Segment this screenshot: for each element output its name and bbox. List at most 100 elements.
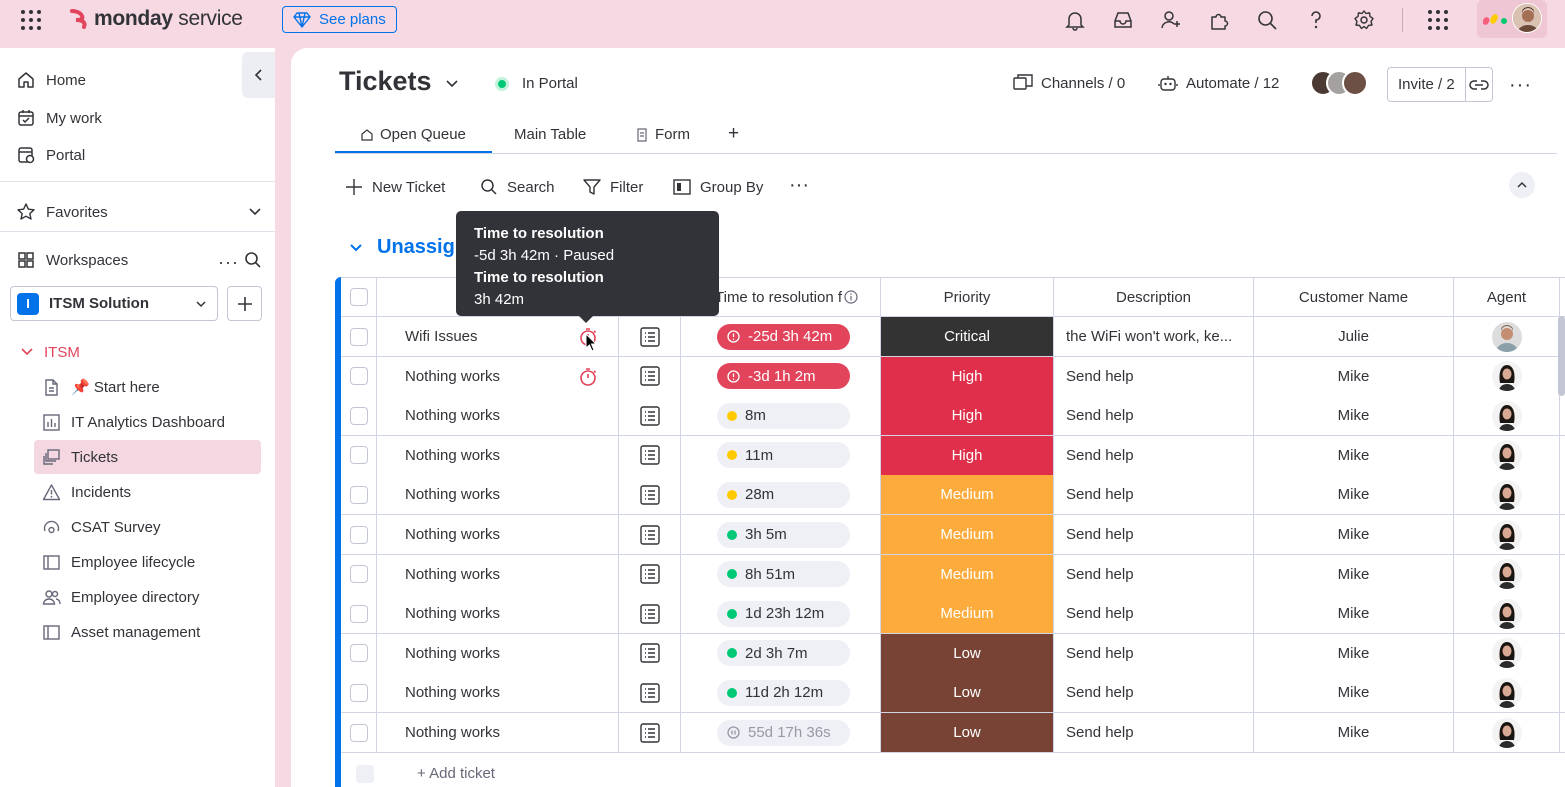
agent-cell[interactable] <box>1454 515 1560 554</box>
collapse-header-button[interactable] <box>1509 172 1535 198</box>
new-ticket-button[interactable]: New Ticket <box>345 178 445 196</box>
add-ticket-row[interactable]: + Add ticket <box>341 755 1565 787</box>
apps-icon[interactable] <box>1208 9 1230 31</box>
ticket-name-cell[interactable]: Nothing works <box>377 713 619 752</box>
time-to-resolution-pill[interactable]: 55d 17h 36s <box>717 719 850 746</box>
priority-cell[interactable]: Medium <box>881 554 1054 594</box>
sidebar-item-it-analytics-dashboard[interactable]: IT Analytics Dashboard <box>34 405 261 439</box>
time-to-resolution-pill[interactable]: 8h 51m <box>717 561 850 588</box>
time-to-resolution-pill[interactable]: 2d 3h 7m <box>717 640 850 667</box>
ticket-name-cell[interactable]: Nothing works <box>377 633 619 673</box>
ticket-name-cell[interactable]: Nothing works <box>377 594 619 634</box>
updates-cell[interactable] <box>619 515 681 554</box>
updates-cell[interactable] <box>619 713 681 752</box>
board-members[interactable] <box>1310 70 1368 98</box>
customer-name-cell[interactable]: Mike <box>1254 515 1454 554</box>
time-to-resolution-cell[interactable]: 2d 3h 7m <box>681 633 881 673</box>
time-to-resolution-pill[interactable]: 28m <box>717 481 850 508</box>
ticket-name-cell[interactable]: Nothing works <box>377 356 619 396</box>
row-checkbox[interactable] <box>349 644 368 663</box>
copy-link-button[interactable] <box>1466 79 1492 91</box>
folder-itsm[interactable]: ITSM <box>20 340 80 364</box>
monday-service-logo[interactable]: monday service <box>68 7 243 31</box>
inbox-icon[interactable] <box>1112 9 1134 31</box>
column-header-customer[interactable]: Customer Name <box>1254 278 1454 316</box>
workspace-search-icon[interactable] <box>244 251 262 269</box>
workspace-selector[interactable]: I ITSM Solution <box>10 286 218 321</box>
priority-cell[interactable]: Low <box>881 633 1054 673</box>
priority-cell[interactable]: Medium <box>881 594 1054 634</box>
time-to-resolution-cell[interactable]: 8m <box>681 396 881 436</box>
group-header[interactable]: Unassig <box>349 236 455 259</box>
customer-name-cell[interactable]: Mike <box>1254 594 1454 634</box>
time-to-resolution-cell[interactable]: -25d 3h 42m <box>681 317 881 356</box>
row-checkbox[interactable] <box>349 683 368 702</box>
customer-name-cell[interactable]: Mike <box>1254 435 1454 475</box>
time-to-resolution-cell[interactable]: 1d 23h 12m <box>681 594 881 634</box>
sidebar-item-tickets[interactable]: Tickets <box>34 440 261 474</box>
customer-name-cell[interactable]: Mike <box>1254 633 1454 673</box>
customer-name-cell[interactable]: Mike <box>1254 356 1454 396</box>
select-all-checkbox[interactable] <box>349 288 368 306</box>
priority-cell[interactable]: Critical <box>881 317 1054 356</box>
row-checkbox[interactable] <box>349 406 368 425</box>
description-cell[interactable]: the WiFi won't work, ke... <box>1054 317 1254 356</box>
table-row[interactable]: Nothing works 3h 5m Medium Send help Mike <box>341 515 1565 555</box>
updates-cell[interactable] <box>619 594 681 634</box>
customer-name-cell[interactable]: Mike <box>1254 713 1454 752</box>
chevron-down-icon[interactable] <box>248 205 262 219</box>
table-row[interactable]: Nothing works 2d 3h 7m Low Send help Mike <box>341 633 1565 674</box>
ticket-name-cell[interactable]: Wifi Issues <box>377 317 619 356</box>
invite-members-icon[interactable] <box>1160 9 1182 31</box>
sidebar-item-employee-directory[interactable]: Employee directory <box>34 580 261 614</box>
updates-cell[interactable] <box>619 554 681 594</box>
row-checkbox[interactable] <box>349 723 368 742</box>
tab-form[interactable]: Form <box>635 126 690 143</box>
column-header-agent[interactable]: Agent <box>1454 278 1560 316</box>
filter-button[interactable]: Filter <box>583 178 643 196</box>
time-to-resolution-cell[interactable]: 55d 17h 36s <box>681 713 881 752</box>
time-to-resolution-cell[interactable]: 8h 51m <box>681 554 881 594</box>
agent-cell[interactable] <box>1454 475 1560 515</box>
sidebar-item-incidents[interactable]: Incidents <box>34 475 261 509</box>
time-to-resolution-pill[interactable]: 11d 2h 12m <box>717 679 850 706</box>
description-cell[interactable]: Send help <box>1054 475 1254 515</box>
workspace-options-icon[interactable]: ··· <box>218 252 239 272</box>
customer-name-cell[interactable]: Mike <box>1254 554 1454 594</box>
customer-name-cell[interactable]: Mike <box>1254 475 1454 515</box>
search-button[interactable]: Search <box>480 178 555 196</box>
automate-button[interactable]: Automate / 12 <box>1158 74 1279 92</box>
time-to-resolution-pill[interactable]: -25d 3h 42m <box>717 323 850 350</box>
nav-home[interactable]: Home <box>16 65 86 95</box>
agent-cell[interactable] <box>1454 396 1560 436</box>
help-icon[interactable] <box>1305 9 1327 31</box>
customer-name-cell[interactable]: Julie <box>1254 317 1454 356</box>
column-header-description[interactable]: Description <box>1054 278 1254 316</box>
nav-my-work[interactable]: My work <box>16 103 102 133</box>
table-scrollbar[interactable] <box>1558 316 1565 396</box>
table-row[interactable]: Wifi Issues -25d 3h 42m Critical the WiFi w… <box>341 317 1565 357</box>
time-to-resolution-cell[interactable]: -3d 1h 2m <box>681 356 881 396</box>
agent-cell[interactable] <box>1454 673 1560 713</box>
sidebar-item-start-here[interactable]: 📌 Start here <box>34 370 261 404</box>
ticket-name-cell[interactable]: Nothing works <box>377 396 619 436</box>
agent-cell[interactable] <box>1454 554 1560 594</box>
toolbar-more-icon[interactable]: ··· <box>789 174 809 196</box>
invite-button[interactable]: Invite / 2 <box>1387 67 1493 102</box>
row-checkbox[interactable] <box>349 327 368 346</box>
sidebar-item-csat-survey[interactable]: CSAT Survey <box>34 510 261 544</box>
table-row[interactable]: Nothing works 8m High Send help Mike <box>341 396 1565 437</box>
column-header-time[interactable]: Time to resolution f <box>681 278 881 316</box>
time-to-resolution-cell[interactable]: 11m <box>681 435 881 475</box>
user-avatar[interactable] <box>1512 3 1542 33</box>
ticket-name-cell[interactable]: Nothing works <box>377 475 619 515</box>
table-row[interactable]: Nothing works 11d 2h 12m Low Send help Mike <box>341 673 1565 714</box>
row-checkbox[interactable] <box>349 565 368 584</box>
description-cell[interactable]: Send help <box>1054 594 1254 634</box>
table-row[interactable]: Nothing works 1d 23h 12m Medium Send help Mi… <box>341 594 1565 635</box>
row-checkbox[interactable] <box>349 485 368 504</box>
time-to-resolution-pill[interactable]: 8m <box>717 402 850 429</box>
time-to-resolution-pill[interactable]: 11m <box>717 442 850 469</box>
priority-cell[interactable]: High <box>881 396 1054 436</box>
description-cell[interactable]: Send help <box>1054 633 1254 673</box>
